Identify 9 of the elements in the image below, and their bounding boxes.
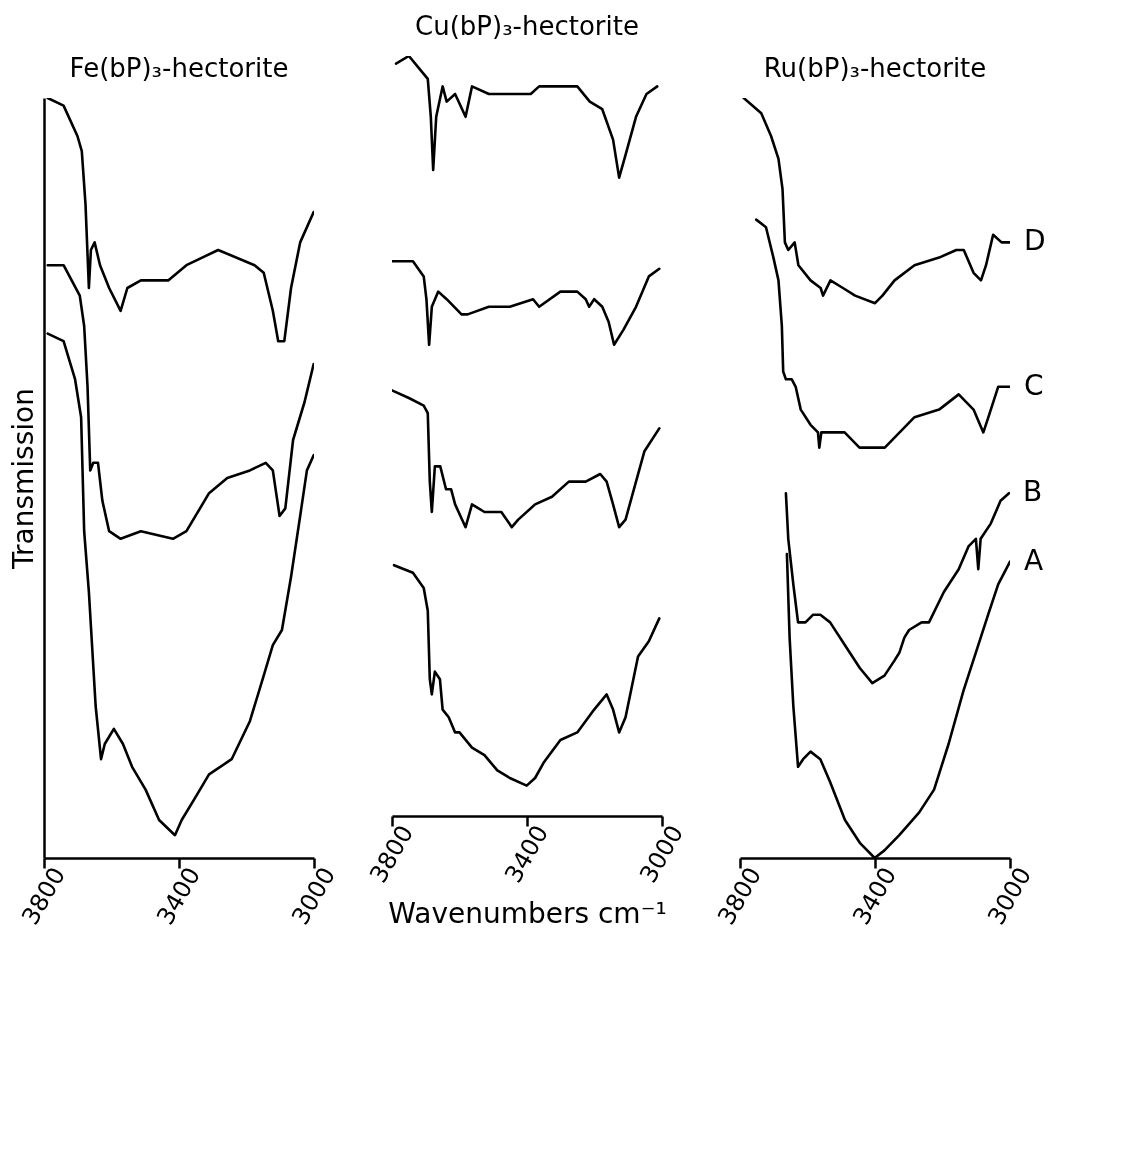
chart-title: Fe(bP)₃-hectorite	[69, 53, 289, 83]
chart-title: Ru(bP)₃-hectorite	[763, 53, 987, 83]
series-label: A	[1024, 543, 1044, 577]
series-label: C	[1024, 368, 1044, 402]
series-label: D	[1024, 224, 1046, 258]
series-label: B	[1022, 475, 1043, 509]
x-axis-title: Wavenumbers cm⁻¹	[388, 896, 667, 930]
y-axis-title: Transmission	[6, 388, 40, 570]
chart-title: Cu(bP)₃-hectorite	[415, 11, 639, 41]
